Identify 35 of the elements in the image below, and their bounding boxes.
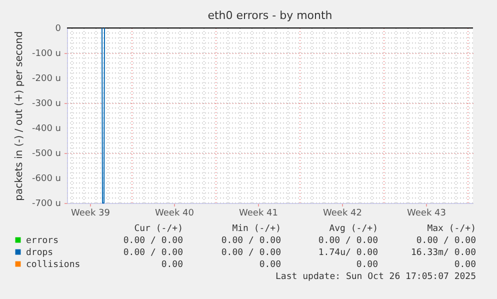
legend-label: errors — [26, 236, 59, 246]
y-tick-label: -200 u — [32, 74, 61, 84]
text: Max (-/+) — [427, 224, 476, 234]
text: Cur (-/+) — [134, 224, 183, 234]
text: 0.00 / 0.00 — [221, 236, 281, 246]
y-tick-label: -400 u — [32, 124, 61, 134]
x-tick-label: Week 39 — [71, 208, 110, 218]
y-tick-label: -500 u — [32, 149, 61, 159]
y-axis-title: packets in (-) / out (+) per second — [14, 31, 25, 201]
y-tick-label: -100 u — [32, 49, 61, 59]
text: 0.00 / 0.00 — [123, 236, 183, 246]
y-tick-label: -300 u — [32, 99, 61, 109]
text: Avg (-/+) — [329, 224, 378, 234]
legend-label: drops — [26, 248, 54, 258]
text: Last update: Sun Oct 26 17:05:07 2025 — [276, 272, 476, 282]
text: 0.00 — [161, 260, 183, 270]
x-tick-label: Week 40 — [155, 208, 194, 218]
text: 16.33m/ 0.00 — [410, 248, 476, 258]
text: Min (-/+) — [232, 224, 281, 234]
text: 0.00 — [259, 260, 281, 270]
text: 1.74u/ 0.00 — [318, 248, 378, 258]
y-tick-label: -600 u — [32, 174, 61, 184]
text: 0.00 / 0.00 — [416, 236, 476, 246]
text: 0.00 — [356, 260, 378, 270]
x-tick-label: Week 42 — [323, 208, 362, 218]
x-tick-label: Week 43 — [407, 208, 446, 218]
legend-label: collisions — [26, 260, 80, 270]
text: 0.00 / 0.00 — [221, 248, 281, 258]
text: 0.00 / 0.00 — [318, 236, 378, 246]
x-tick-label: Week 41 — [239, 208, 278, 218]
y-tick-label: 0 — [55, 24, 62, 34]
text: 0.00 — [454, 260, 476, 270]
text: 0.00 / 0.00 — [123, 248, 183, 258]
y-tick-label: -700 u — [32, 199, 61, 209]
chart-title: eth0 errors - by month — [208, 9, 332, 22]
